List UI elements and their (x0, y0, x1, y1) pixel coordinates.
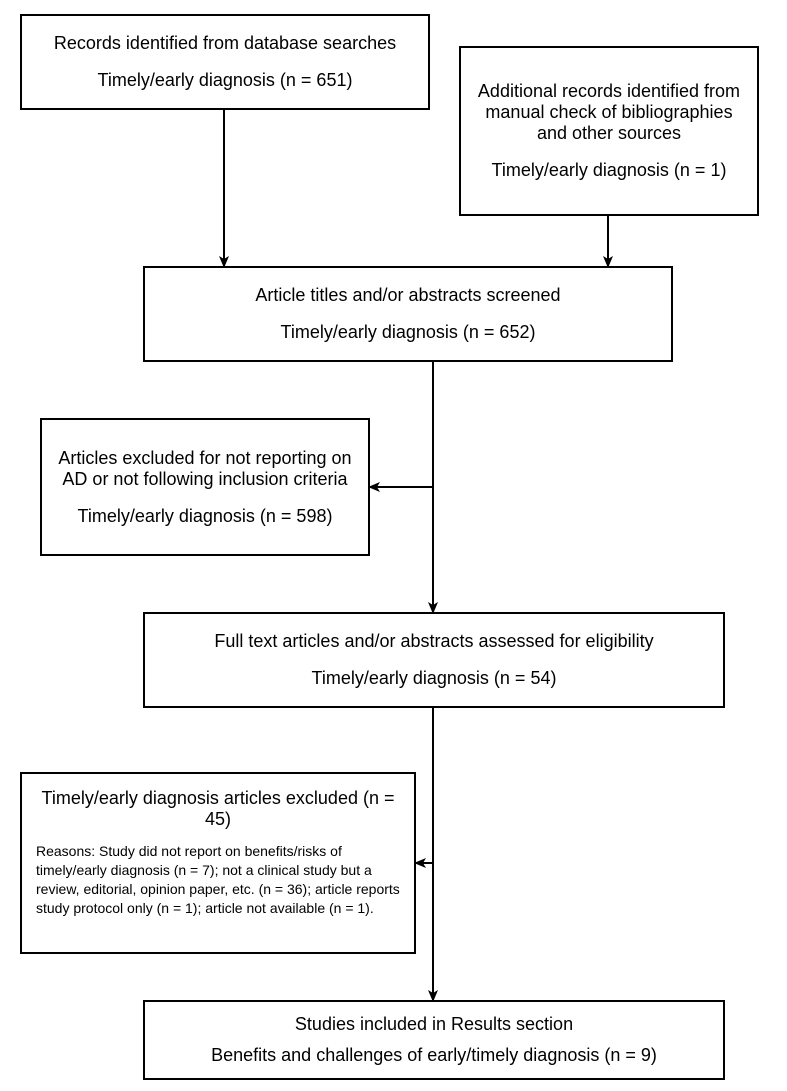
node-db-search-count: Timely/early diagnosis (n = 651) (98, 70, 353, 91)
node-screened: Article titles and/or abstracts screened… (143, 266, 673, 362)
node-excluded-reasons: Timely/early diagnosis articles excluded… (20, 772, 416, 954)
node-results-count: Benefits and challenges of early/timely … (211, 1045, 657, 1066)
node-excluded-reasons-title: Timely/early diagnosis articles excluded… (36, 788, 400, 830)
node-excluded-criteria-count: Timely/early diagnosis (n = 598) (78, 506, 333, 527)
node-fulltext-count: Timely/early diagnosis (n = 54) (312, 668, 557, 689)
node-manual-check: Additional records identified from manua… (459, 46, 759, 216)
node-results: Studies included in Results section Bene… (143, 1000, 725, 1080)
flowchart-canvas: Records identified from database searche… (0, 0, 787, 1091)
node-manual-check-count: Timely/early diagnosis (n = 1) (492, 160, 727, 181)
node-fulltext-title: Full text articles and/or abstracts asse… (214, 631, 653, 652)
node-manual-check-title: Additional records identified from manua… (473, 81, 745, 144)
node-db-search-title: Records identified from database searche… (54, 33, 396, 54)
node-fulltext: Full text articles and/or abstracts asse… (143, 612, 725, 708)
node-screened-title: Article titles and/or abstracts screened (255, 285, 560, 306)
node-db-search: Records identified from database searche… (20, 14, 430, 110)
node-excluded-criteria: Articles excluded for not reporting on A… (40, 418, 370, 556)
node-excluded-reasons-text: Reasons: Study did not report on benefit… (36, 842, 400, 918)
node-screened-count: Timely/early diagnosis (n = 652) (281, 322, 536, 343)
node-results-title: Studies included in Results section (295, 1014, 573, 1035)
node-excluded-criteria-title: Articles excluded for not reporting on A… (54, 448, 356, 490)
